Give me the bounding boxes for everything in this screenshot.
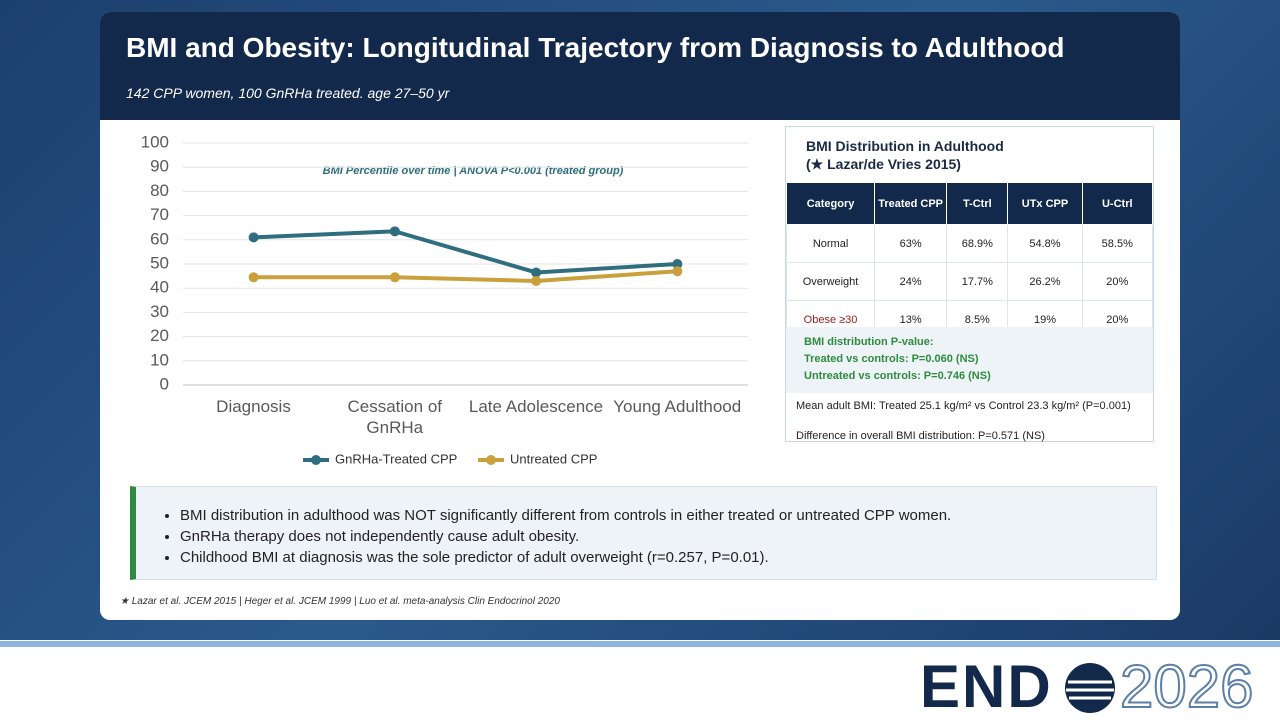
pvalue-line: Untreated vs controls: P=0.746 (NS) bbox=[804, 370, 991, 382]
table-cell: 68.9% bbox=[946, 224, 1009, 263]
table-cell: 20% bbox=[1081, 262, 1154, 301]
chart: BMI Percentile over time | ANOVA P<0.001… bbox=[141, 132, 748, 466]
y-tick-label: 20 bbox=[150, 326, 169, 345]
table-cell: 24% bbox=[874, 262, 948, 301]
table-header: U-Ctrl bbox=[1081, 182, 1154, 225]
legend-marker bbox=[486, 455, 496, 465]
y-tick-label: 30 bbox=[150, 302, 169, 321]
table-header: UTx CPP bbox=[1007, 182, 1083, 225]
chart-title: BMI Percentile over time | ANOVA P<0.001… bbox=[323, 165, 624, 177]
table: Category Treated CPP T-Ctrl UTx CPP U-Ctrl No… bbox=[785, 182, 1154, 339]
legend-label: Untreated CPP bbox=[510, 451, 597, 466]
logo-left: END bbox=[920, 653, 1053, 720]
table-cell: 54.8% bbox=[1007, 224, 1083, 263]
footnote: ★ Lazar et al. JCEM 2015 | Heger et al. … bbox=[120, 596, 560, 607]
table-cell: Normal bbox=[785, 224, 876, 263]
strip bbox=[0, 641, 1280, 647]
table-row: Normal 63% 68.9% 54.8% 58.5% bbox=[785, 224, 1154, 263]
legend-label: GnRHa-Treated CPP bbox=[335, 451, 457, 466]
table-title-text: BMI Distribution in Adulthood bbox=[806, 138, 1004, 154]
y-tick-label: 90 bbox=[150, 157, 169, 176]
table-header: Category bbox=[785, 182, 876, 225]
y-tick-label: 100 bbox=[141, 132, 169, 151]
point bbox=[672, 259, 683, 269]
y-tick-label: 10 bbox=[150, 350, 169, 369]
table-cell: Overweight bbox=[785, 262, 876, 301]
bullet: Childhood BMI at diagnosis was the sole … bbox=[180, 547, 1156, 568]
subtitle: 142 CPP women, 100 GnRHa treated. age 27… bbox=[126, 85, 450, 101]
x-tick-label: Diagnosis bbox=[216, 397, 291, 416]
card: BMI and Obesity: Longitudinal Trajectory… bbox=[100, 12, 1180, 620]
y-tick-label: 50 bbox=[150, 253, 169, 272]
y-tick-label: 0 bbox=[160, 374, 169, 393]
header: BMI and Obesity: Longitudinal Trajectory… bbox=[100, 12, 1180, 120]
series-line bbox=[253, 229, 678, 275]
table-cell: 58.5% bbox=[1081, 224, 1154, 263]
y-tick-label: 40 bbox=[150, 278, 169, 297]
x-tick-label: Cessation of GnRHa bbox=[347, 397, 443, 437]
pvalue-line: Treated vs controls: P=0.060 (NS) bbox=[804, 353, 979, 365]
y-tick-label: 70 bbox=[150, 205, 169, 224]
table-header: T-Ctrl bbox=[946, 182, 1009, 225]
point bbox=[531, 267, 542, 278]
y-tick-label: 60 bbox=[150, 229, 169, 248]
table-cell: 17.7% bbox=[946, 262, 1009, 301]
note: Difference in overall BMI distribution: … bbox=[796, 430, 1045, 442]
y-tick-label: 80 bbox=[150, 181, 169, 200]
point bbox=[389, 272, 400, 283]
note: Mean adult BMI: Treated 25.1 kg/m² vs Co… bbox=[796, 400, 1131, 412]
bullet: BMI distribution in adulthood was NOT si… bbox=[180, 505, 1156, 526]
table-cell: 63% bbox=[874, 224, 948, 263]
pvalue-box: BMI distribution P-value: Treated vs cont… bbox=[786, 327, 1153, 393]
table-row: Overweight 24% 17.7% 26.2% 20% bbox=[785, 262, 1154, 301]
pvalue-line: BMI distribution P-value: bbox=[804, 336, 934, 348]
table-cell: 26.2% bbox=[1007, 262, 1083, 301]
bullet: GnRHa therapy does not independently cau… bbox=[180, 526, 1156, 547]
x-tick-label: Late Adolescence bbox=[468, 397, 604, 416]
table-panel: BMI Distribution in Adulthood (★ Lazar/de… bbox=[785, 126, 1154, 442]
bullets-box: BMI distribution in adulthood was NOT si… bbox=[130, 486, 1157, 580]
point bbox=[389, 226, 400, 237]
legend-marker bbox=[311, 455, 321, 465]
table-header: Treated CPP bbox=[874, 182, 948, 225]
point bbox=[248, 232, 259, 243]
point bbox=[248, 272, 259, 283]
point bbox=[531, 275, 542, 286]
logo-globe bbox=[1065, 663, 1115, 713]
point bbox=[672, 266, 683, 277]
logo-right: 2026 bbox=[1119, 652, 1254, 720]
title: BMI and Obesity: Longitudinal Trajectory… bbox=[126, 32, 1065, 63]
table-title: BMI Distribution in Adulthood (★ Lazar/de… bbox=[806, 137, 1004, 173]
table-subtitle: (★ Lazar/de Vries 2015) bbox=[806, 156, 961, 172]
x-tick-label: Young Adulthood bbox=[613, 397, 742, 416]
series-line bbox=[253, 269, 678, 283]
